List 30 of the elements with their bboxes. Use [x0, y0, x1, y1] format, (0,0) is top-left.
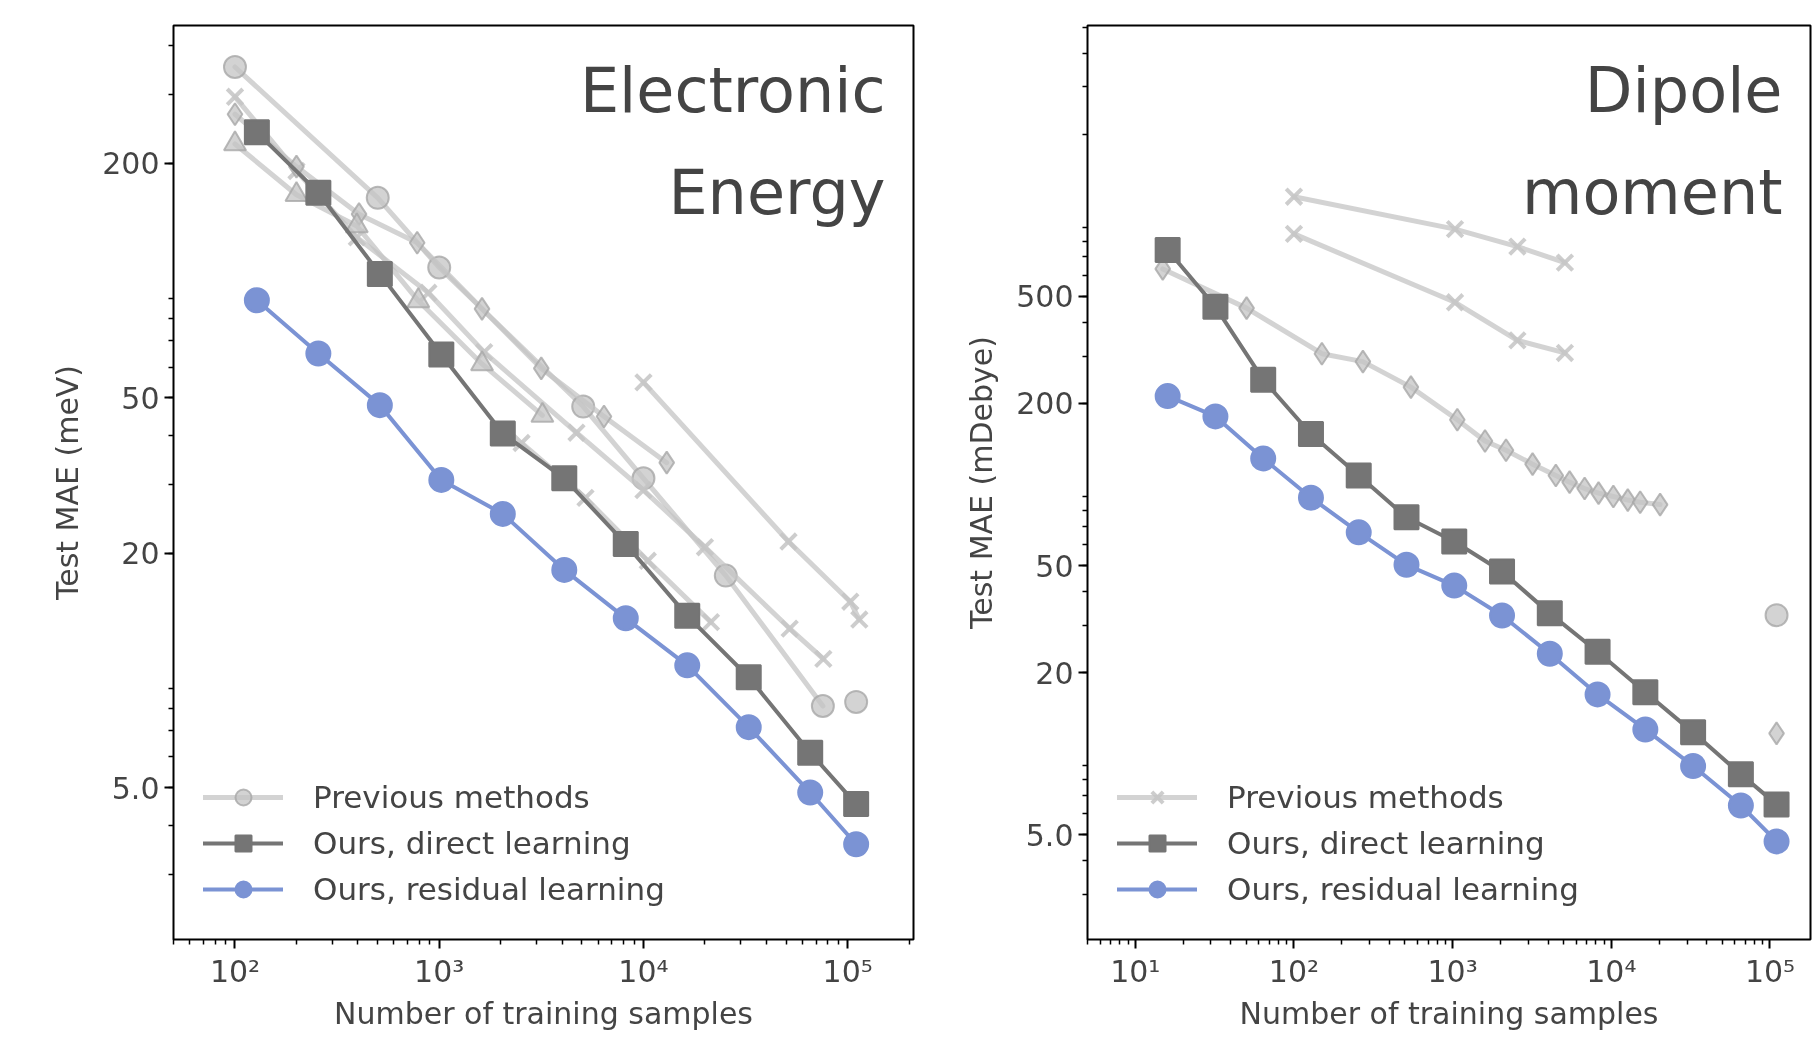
- legend-label: Ours, direct learning: [1227, 825, 1545, 861]
- x-tick-label: 10³: [414, 953, 465, 989]
- y-tick-label: 200: [102, 146, 160, 182]
- y-tick-label: 200: [1016, 386, 1074, 422]
- text: Electronic Energy: [579, 53, 886, 229]
- text: Dipole moment: [1522, 53, 1783, 229]
- y-axis-title: Test MAE (mDebye): [964, 336, 1000, 630]
- y-tick-label: 20: [1035, 655, 1074, 691]
- x-tick-label: 10³: [1427, 953, 1478, 989]
- legend-label: Ours, residual learning: [313, 871, 665, 907]
- x-tick-label: 10²: [209, 953, 261, 989]
- x-axis-title: Number of training samples: [1239, 995, 1659, 1031]
- y-tick-label: 50: [121, 380, 160, 416]
- x-tick-label: 10⁵: [1744, 953, 1796, 989]
- x-tick-label: 10⁴: [618, 953, 669, 989]
- x-tick-label: 10⁴: [1586, 953, 1637, 989]
- y-tick-label: 20: [121, 536, 160, 572]
- y-tick-label: 500: [1016, 279, 1074, 315]
- x-tick-label: 10⁵: [822, 953, 873, 989]
- legend-label: Ours, residual learning: [1227, 871, 1579, 907]
- y-tick-label: 5.0: [1025, 817, 1074, 853]
- legend-label: Previous methods: [1227, 779, 1504, 815]
- x-tick-label: 10¹: [1110, 953, 1161, 989]
- y-axis-title: Test MAE (meV): [50, 364, 86, 602]
- legend-label: Ours, direct learning: [313, 825, 631, 861]
- x-axis-title: Number of training samples: [334, 995, 753, 1031]
- legend-label: Previous methods: [313, 779, 590, 815]
- y-tick-label: 5.0: [111, 770, 160, 806]
- x-tick-label: 10²: [1268, 953, 1320, 989]
- y-tick-label: 50: [1035, 548, 1074, 584]
